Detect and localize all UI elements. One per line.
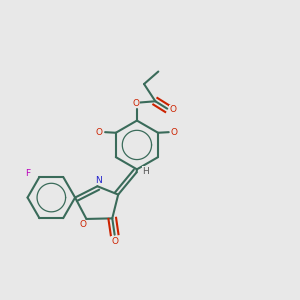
Text: O: O: [96, 128, 103, 137]
Text: O: O: [112, 237, 119, 246]
Text: F: F: [26, 169, 31, 178]
Text: O: O: [133, 99, 140, 108]
Text: H: H: [142, 167, 149, 176]
Text: N: N: [95, 176, 102, 185]
Text: O: O: [170, 105, 177, 114]
Text: O: O: [80, 220, 87, 230]
Text: O: O: [171, 128, 178, 137]
